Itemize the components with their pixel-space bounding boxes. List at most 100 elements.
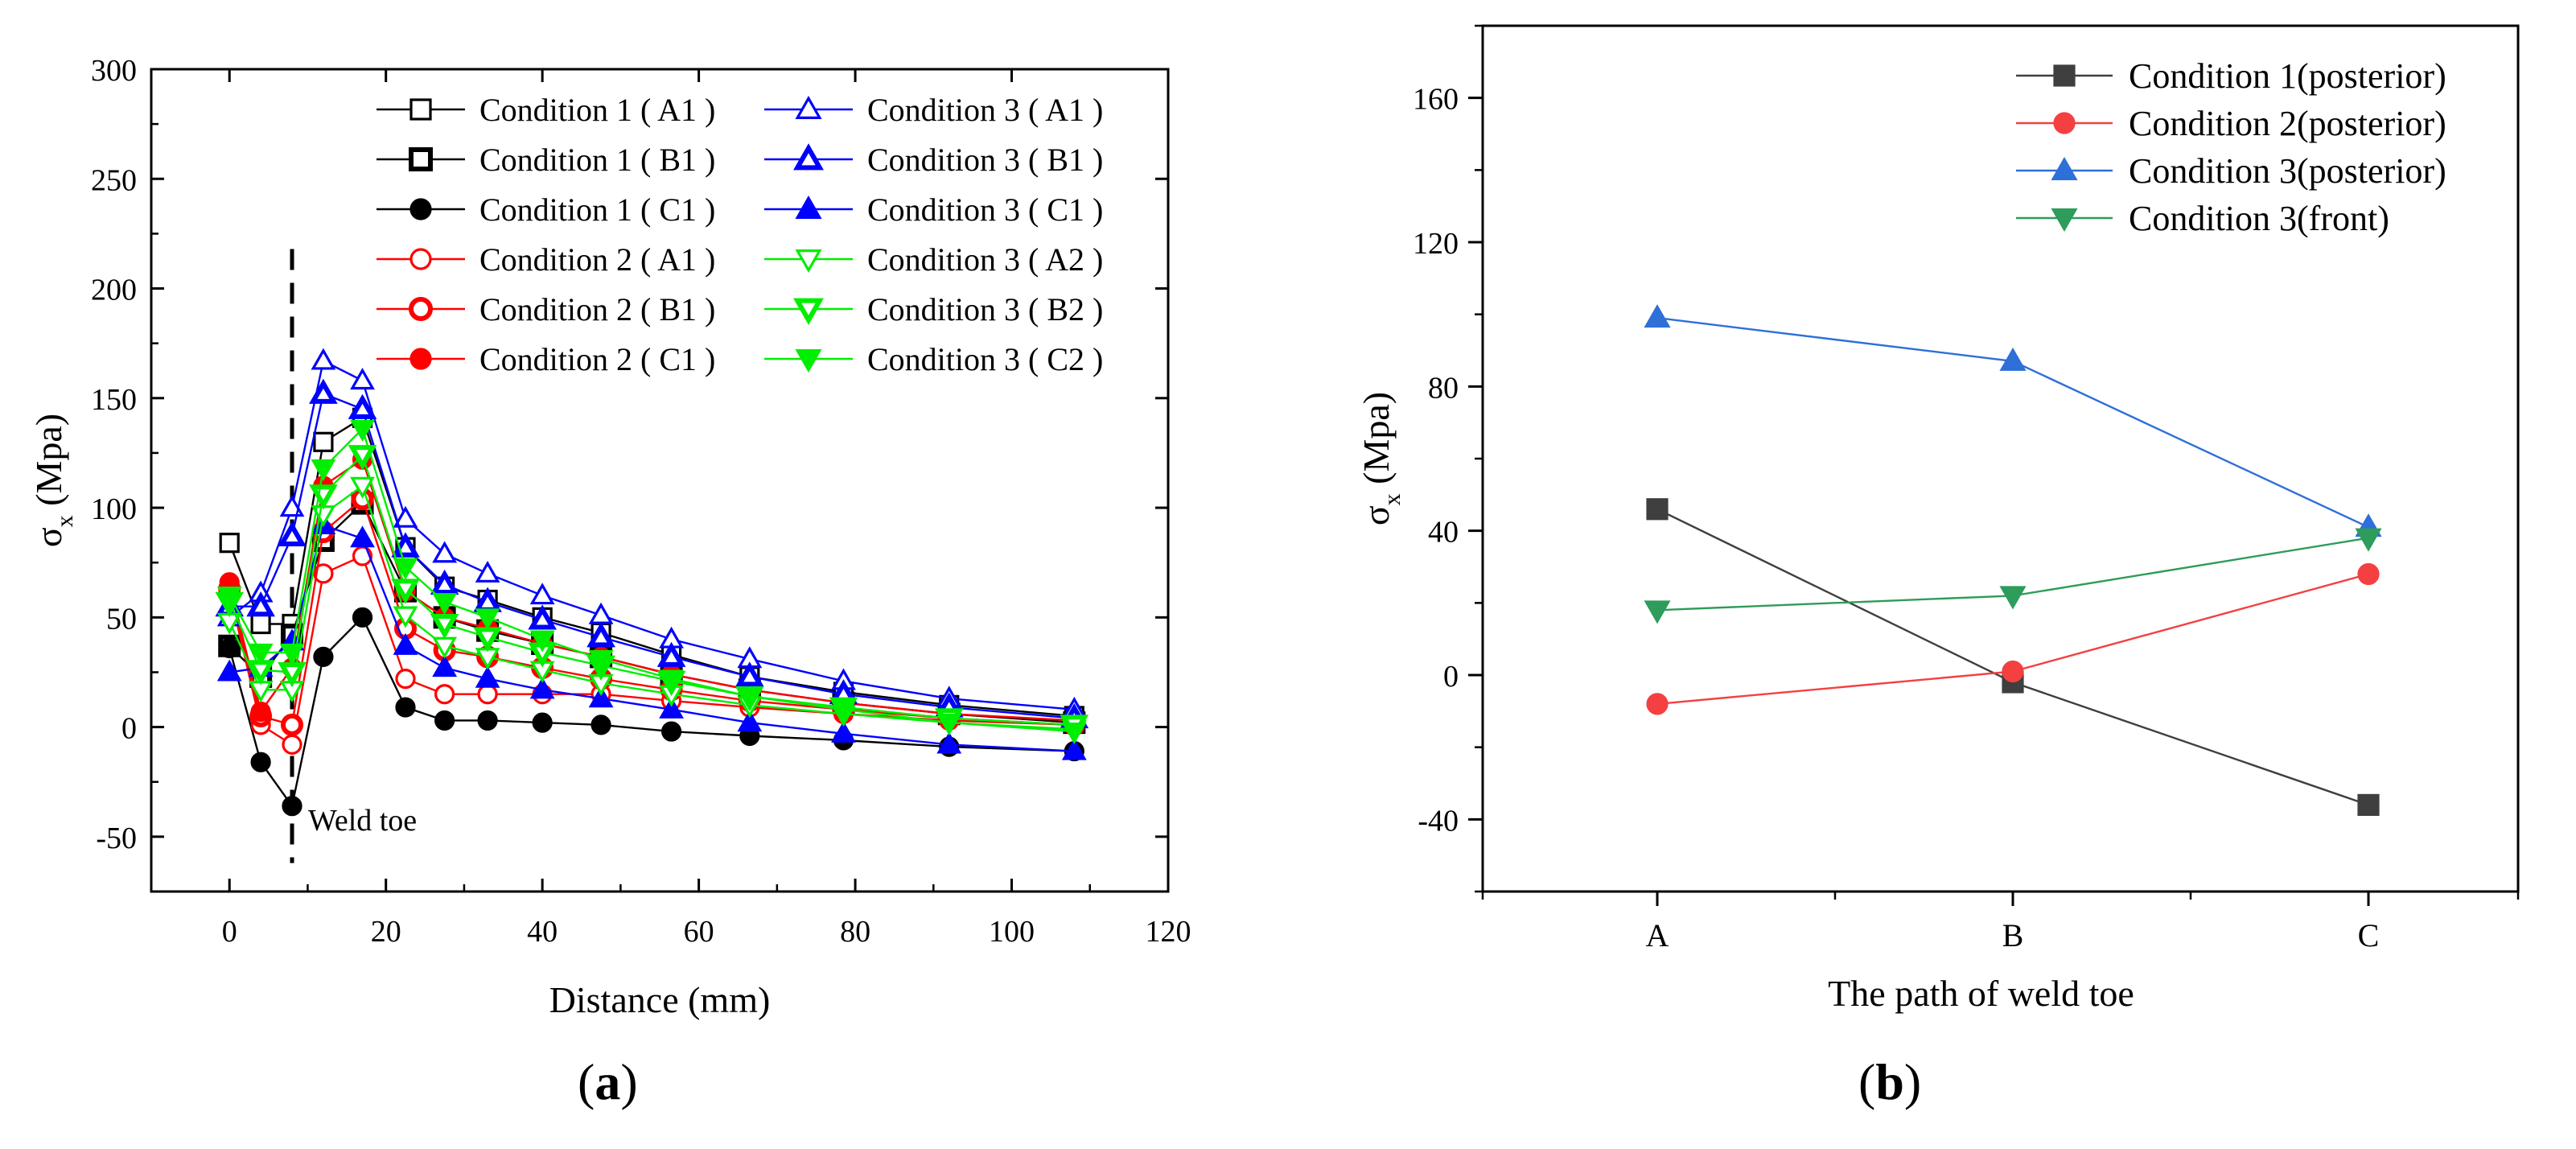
chart-a-series-3 <box>219 607 1084 817</box>
chart-a-data-point <box>216 659 242 682</box>
chart-a-data-point <box>528 604 557 630</box>
chart-b-data-point <box>1644 600 1671 624</box>
chart-a-data-point <box>475 608 500 631</box>
chart-a-data-point <box>656 641 686 667</box>
chart-a-data-point <box>216 586 242 608</box>
chart-b-series-3 <box>1644 304 2382 537</box>
chart-a-data-point <box>475 560 500 583</box>
chart-a-data-point <box>282 796 302 817</box>
chart-b-xtick-label: C <box>2358 917 2380 953</box>
chart-a-data-point <box>473 627 502 653</box>
chart-a-data-point <box>831 700 856 723</box>
legend-a-entry-7: Condition 3 ( A1 ) <box>867 92 1103 128</box>
chart-a-data-point <box>348 445 377 471</box>
chart-b-ytick-label: 120 <box>1413 227 1459 261</box>
chart-a-data-point <box>659 669 684 692</box>
chart-a-data-point <box>281 713 304 736</box>
legend-a-marker <box>795 195 822 219</box>
chart-a-data-point <box>477 684 498 705</box>
chart-a-data-point <box>432 593 458 616</box>
chart-a-data-point <box>432 541 458 563</box>
legend-b-entry-3: Condition 3(posterior) <box>2129 151 2446 191</box>
chart-a-data-point <box>313 646 334 667</box>
chart-a-xtick-label: 20 <box>371 915 401 949</box>
legend-a-entry-4: Condition 2 ( A1 ) <box>479 241 715 278</box>
chart-a-data-point <box>395 669 416 690</box>
chart-a-data-point <box>586 622 615 648</box>
chart-a-y-label-subscript: x <box>51 515 78 527</box>
legend-a-marker <box>409 248 432 270</box>
chart-a-data-point <box>591 715 611 735</box>
chart-b-y-label-subscript: x <box>1379 493 1405 505</box>
chart-a-data-point <box>475 665 500 688</box>
chart-a-data-point <box>282 734 302 756</box>
weld-toe-annotation: Weld toe <box>308 804 417 838</box>
legend-b-marker <box>2051 208 2078 233</box>
chart-a-group: -50 0 50 100 150 200 250 300 0 20 40 60 80 100 120 Dist… <box>91 54 1191 1020</box>
chart-a-data-point <box>1061 722 1087 744</box>
chart-b-data-point <box>1644 304 1671 328</box>
chart-b-ytick-label: -40 <box>1418 804 1459 838</box>
chart-b-xtick-label: A <box>1646 917 1669 953</box>
chart-a-data-point <box>432 655 458 677</box>
legend-a-entry-1: Condition 1 ( A1 ) <box>479 92 715 128</box>
legend-a-marker <box>409 98 432 121</box>
legend-a-marker <box>409 147 433 171</box>
legend-a-marker <box>409 348 432 370</box>
chart-a-data-point <box>348 393 377 419</box>
chart-a-xtick-label: 0 <box>222 915 237 949</box>
legend-a-entry-3: Condition 1 ( C1 ) <box>479 192 715 228</box>
chart-a-data-point <box>532 712 553 733</box>
chart-a-data-point <box>350 525 375 548</box>
chart-b-data-point <box>1999 586 2027 610</box>
chart-a-data-point <box>529 583 555 605</box>
chart-a-xtick-label: 60 <box>684 915 714 949</box>
chart-a-data-point <box>393 606 418 628</box>
chart-b-data-point <box>1999 347 2027 371</box>
chart-a-data-point <box>350 476 375 499</box>
legend-b-entry-1: Condition 1(posterior) <box>2129 56 2446 96</box>
legend-a-marker <box>795 349 822 373</box>
chart-a-data-point <box>279 643 305 665</box>
legend-a-marker <box>793 298 824 325</box>
chart-a-data-point <box>430 614 459 640</box>
chart-a-data-point <box>737 710 763 732</box>
legend-b-entry-4: Condition 3(front) <box>2129 199 2389 238</box>
legend-a-marker <box>795 95 822 119</box>
chart-a-data-point <box>311 459 336 481</box>
legend-b-entry-2: Condition 2(posterior) <box>2129 104 2446 143</box>
chart-b-data-point <box>2355 528 2382 552</box>
chart-a-data-point <box>659 696 684 719</box>
chart-a-data-point <box>219 637 240 659</box>
chart-a-data-point <box>395 697 416 718</box>
chart-a-data-point <box>430 569 459 595</box>
chart-a-data-point <box>350 368 375 390</box>
chart-a-y-label-unit: (Mpa) <box>28 414 69 515</box>
chart-a-legend: Condition 1 ( A1 ) Condition 1 ( B1 ) Cond… <box>377 92 1103 377</box>
chart-a-data-point <box>936 731 962 754</box>
legend-a-entry-6: Condition 2 ( C1 ) <box>479 341 715 377</box>
chart-a-data-point <box>219 533 240 554</box>
chart-a-frame <box>150 68 1170 893</box>
chart-a-data-point <box>393 505 418 528</box>
chart-b-data-point <box>2357 793 2380 817</box>
chart-a-ytick-label: 250 <box>91 163 137 197</box>
chart-a-series-8 <box>215 378 1089 729</box>
chart-a-series-12 <box>216 419 1087 744</box>
chart-a-xtick-label: 120 <box>1146 915 1191 949</box>
chart-a-data-point <box>309 378 338 404</box>
chart-a-ytick-label: 100 <box>91 492 137 526</box>
legend-a-marker <box>793 143 824 171</box>
chart-a-data-point <box>831 720 856 743</box>
chart-b-legend: Condition 1(posterior) Condition 2(poster… <box>2016 56 2446 238</box>
chart-b-data-point <box>2002 660 2024 683</box>
chart-a-data-point <box>350 419 375 442</box>
chart-a-xtick-label: 100 <box>989 915 1035 949</box>
chart-a-data-point <box>735 661 764 687</box>
chart-a-y-axis-label: σx (Mpa) <box>28 414 78 547</box>
chart-b-ytick-label: 40 <box>1428 516 1459 550</box>
chart-b-ytick-label: 160 <box>1413 83 1459 117</box>
chart-a-data-point <box>737 687 763 710</box>
legend-a-entry-2: Condition 1 ( B1 ) <box>479 142 715 178</box>
